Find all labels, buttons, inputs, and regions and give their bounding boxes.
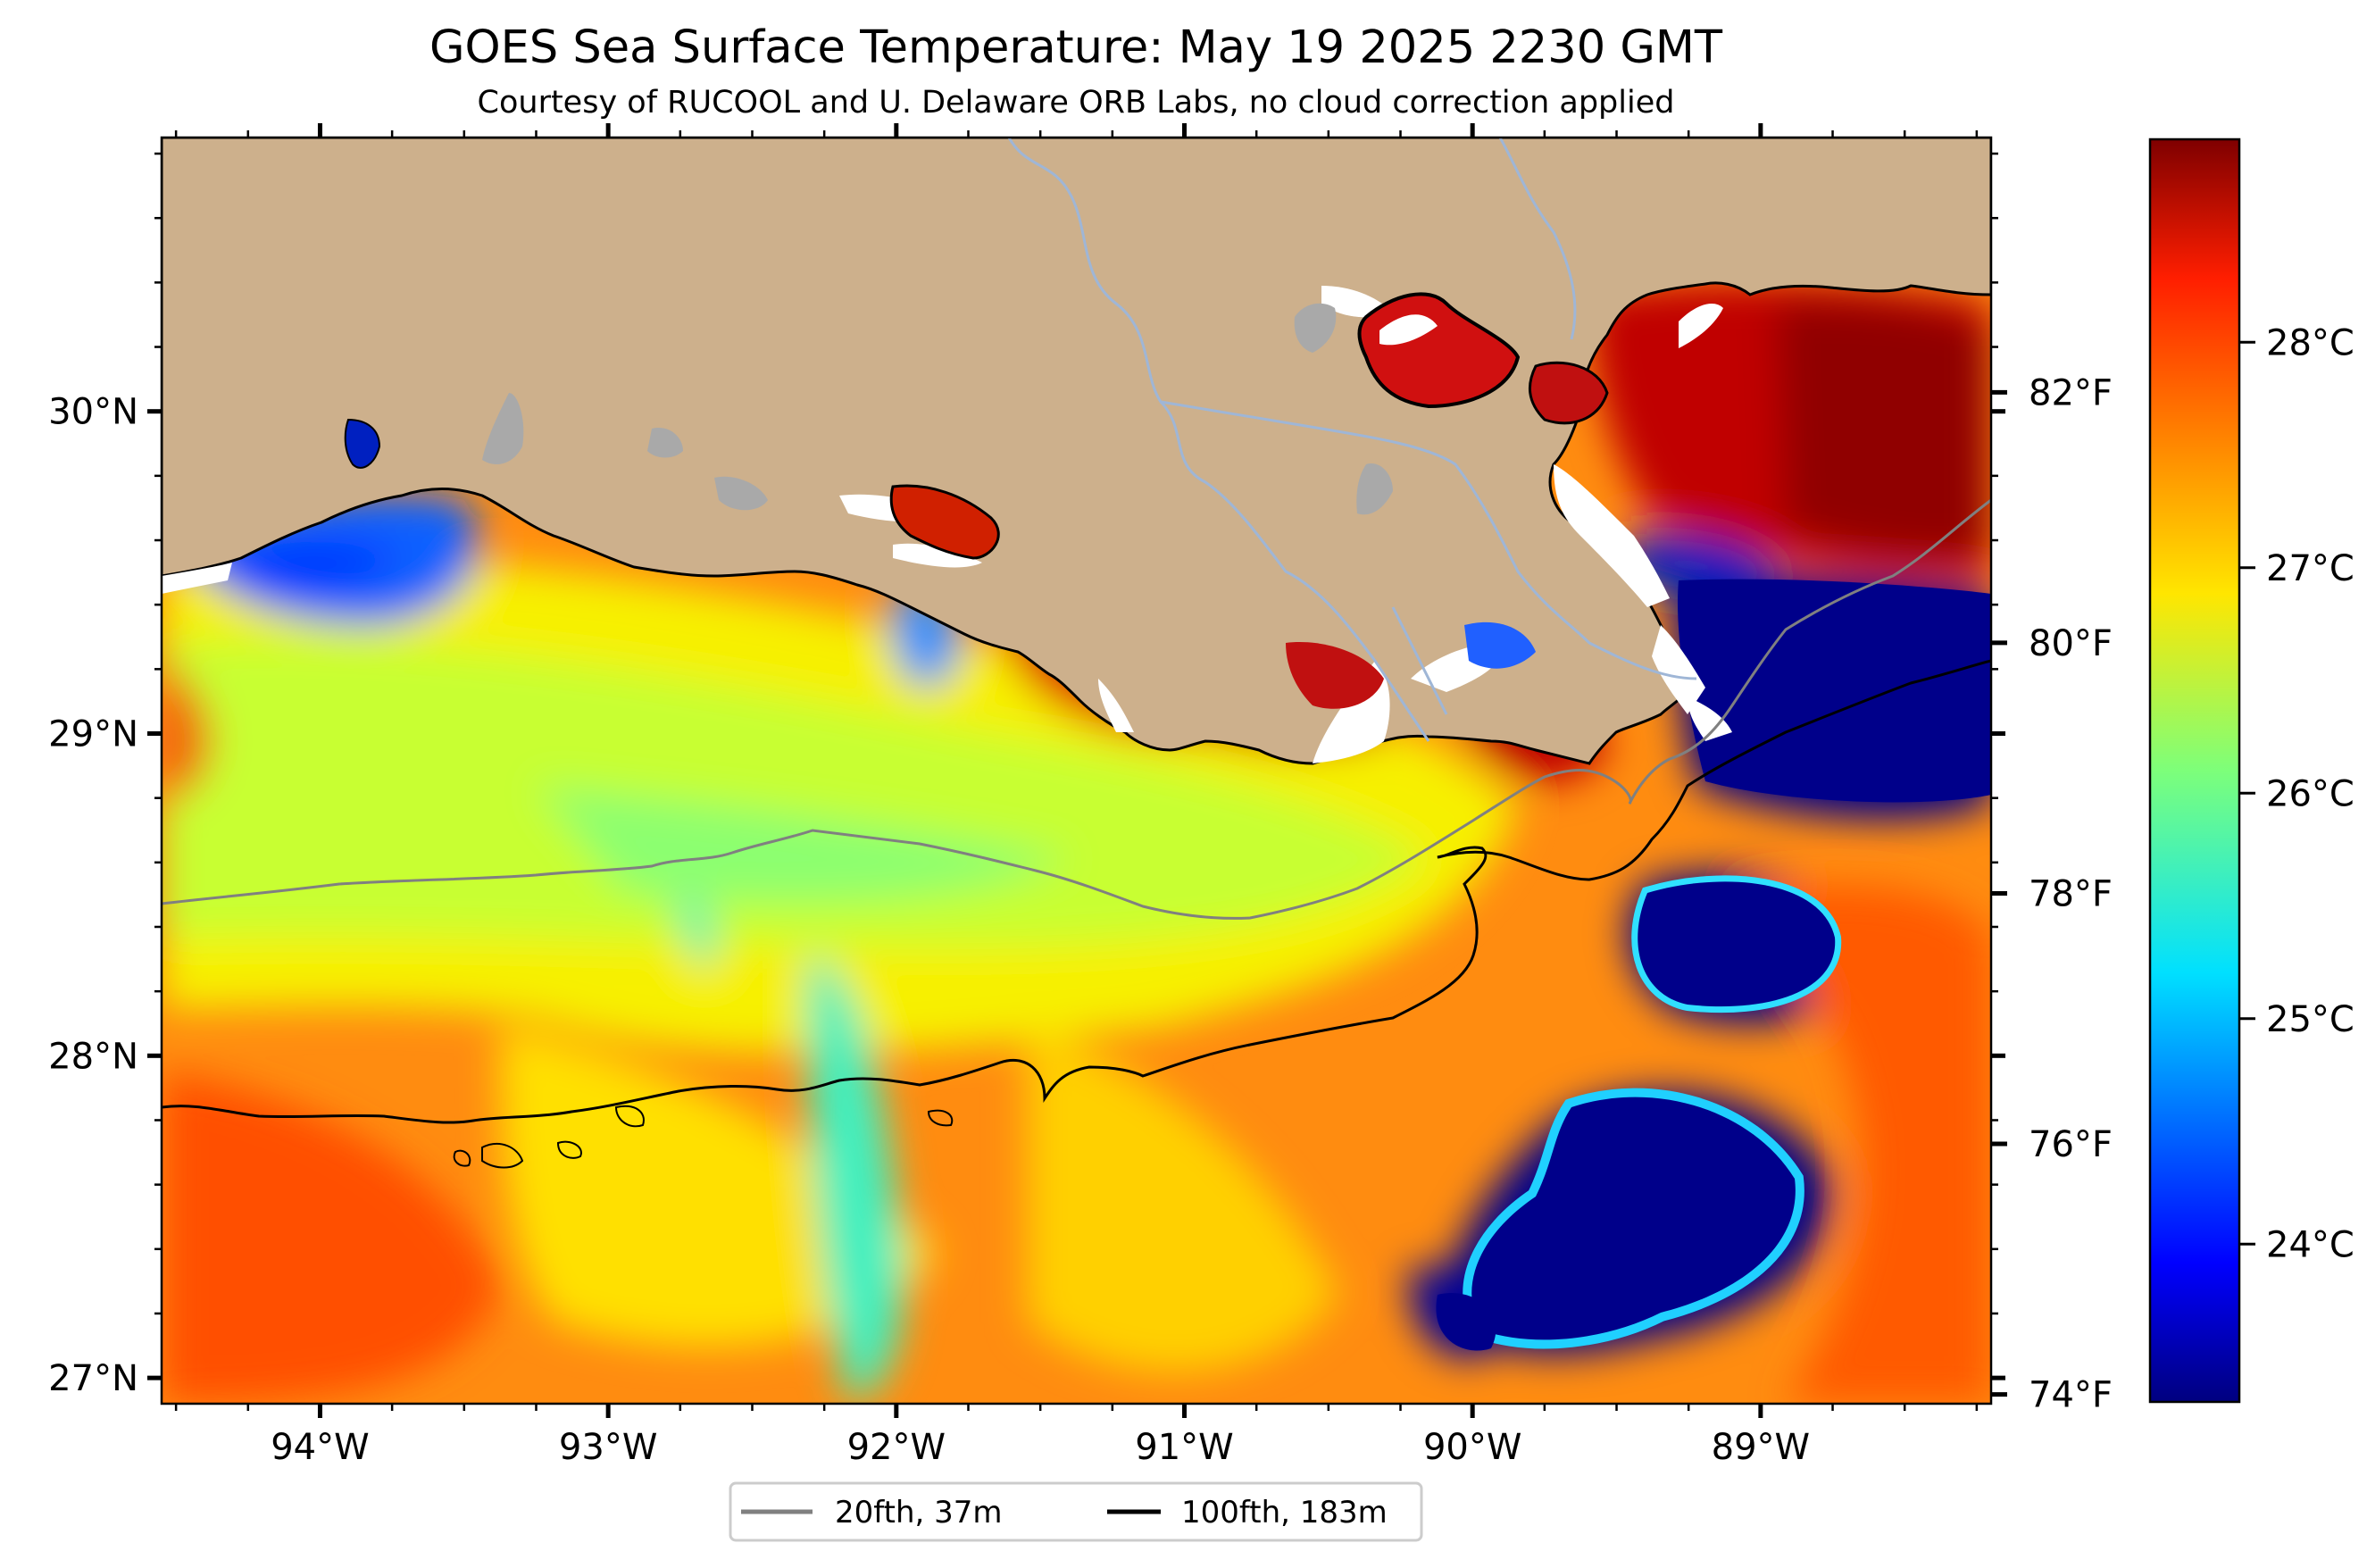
legend: 20fth, 37m 100fth, 183m	[729, 1481, 1423, 1542]
colorbar-ticks: 28°C 27°C 26°C 25°C 24°C	[2239, 322, 2354, 1265]
lakes-sst	[344, 292, 1609, 709]
lon-label: 89°W	[1712, 1427, 1810, 1468]
no-data-areas	[162, 286, 1732, 763]
rivers	[1007, 138, 1697, 742]
colorbar-gradient	[2148, 138, 2241, 1404]
isobath-100fth	[162, 659, 1991, 1124]
fahrenheit-label: 76°F	[2029, 1124, 2113, 1165]
lat-label: 27°N	[48, 1358, 138, 1399]
lon-label: 91°W	[1135, 1427, 1233, 1468]
colorbar-label: 24°C	[2266, 1224, 2354, 1265]
map-area	[162, 138, 1991, 1404]
isobath-20fth	[162, 498, 1991, 920]
sst-field	[162, 280, 1991, 1404]
colorbar-label: 26°C	[2266, 773, 2354, 814]
inland-lakes	[482, 303, 1393, 515]
map-ticks: 94°W 93°W 92°W 91°W 90°W 89°W 30°N 29°N 28°N 27°N…	[48, 123, 2113, 1468]
colorbar-label: 25°C	[2266, 999, 2354, 1040]
map-subtitle: Courtesy of RUCOOL and U. Delaware ORB L…	[478, 85, 1675, 121]
fahrenheit-label: 82°F	[2029, 372, 2113, 413]
colorbar: 28°C 27°C 26°C 25°C 24°C	[2148, 138, 2354, 1404]
lat-label: 30°N	[48, 392, 138, 433]
legend-label-100fth: 100fth, 183m	[1181, 1495, 1388, 1530]
fahrenheit-label: 74°F	[2029, 1375, 2113, 1416]
lon-label: 92°W	[847, 1427, 946, 1468]
legend-box	[729, 1481, 1423, 1542]
fahrenheit-label: 78°F	[2029, 873, 2113, 914]
map-frame	[160, 136, 1993, 1405]
colorbar-label: 28°C	[2266, 322, 2354, 363]
fahrenheit-label: 80°F	[2029, 623, 2113, 664]
lon-label: 94°W	[271, 1427, 369, 1468]
lat-label: 28°N	[48, 1036, 138, 1077]
offshore-banks	[453, 1105, 954, 1169]
lat-label: 29°N	[48, 714, 138, 755]
lon-label: 93°W	[559, 1427, 657, 1468]
colorbar-label: 27°C	[2266, 548, 2354, 589]
map-title: GOES Sea Surface Temperature: May 19 202…	[429, 21, 1723, 74]
lon-label: 90°W	[1423, 1427, 1521, 1468]
legend-label-20fth: 20fth, 37m	[835, 1495, 1003, 1530]
